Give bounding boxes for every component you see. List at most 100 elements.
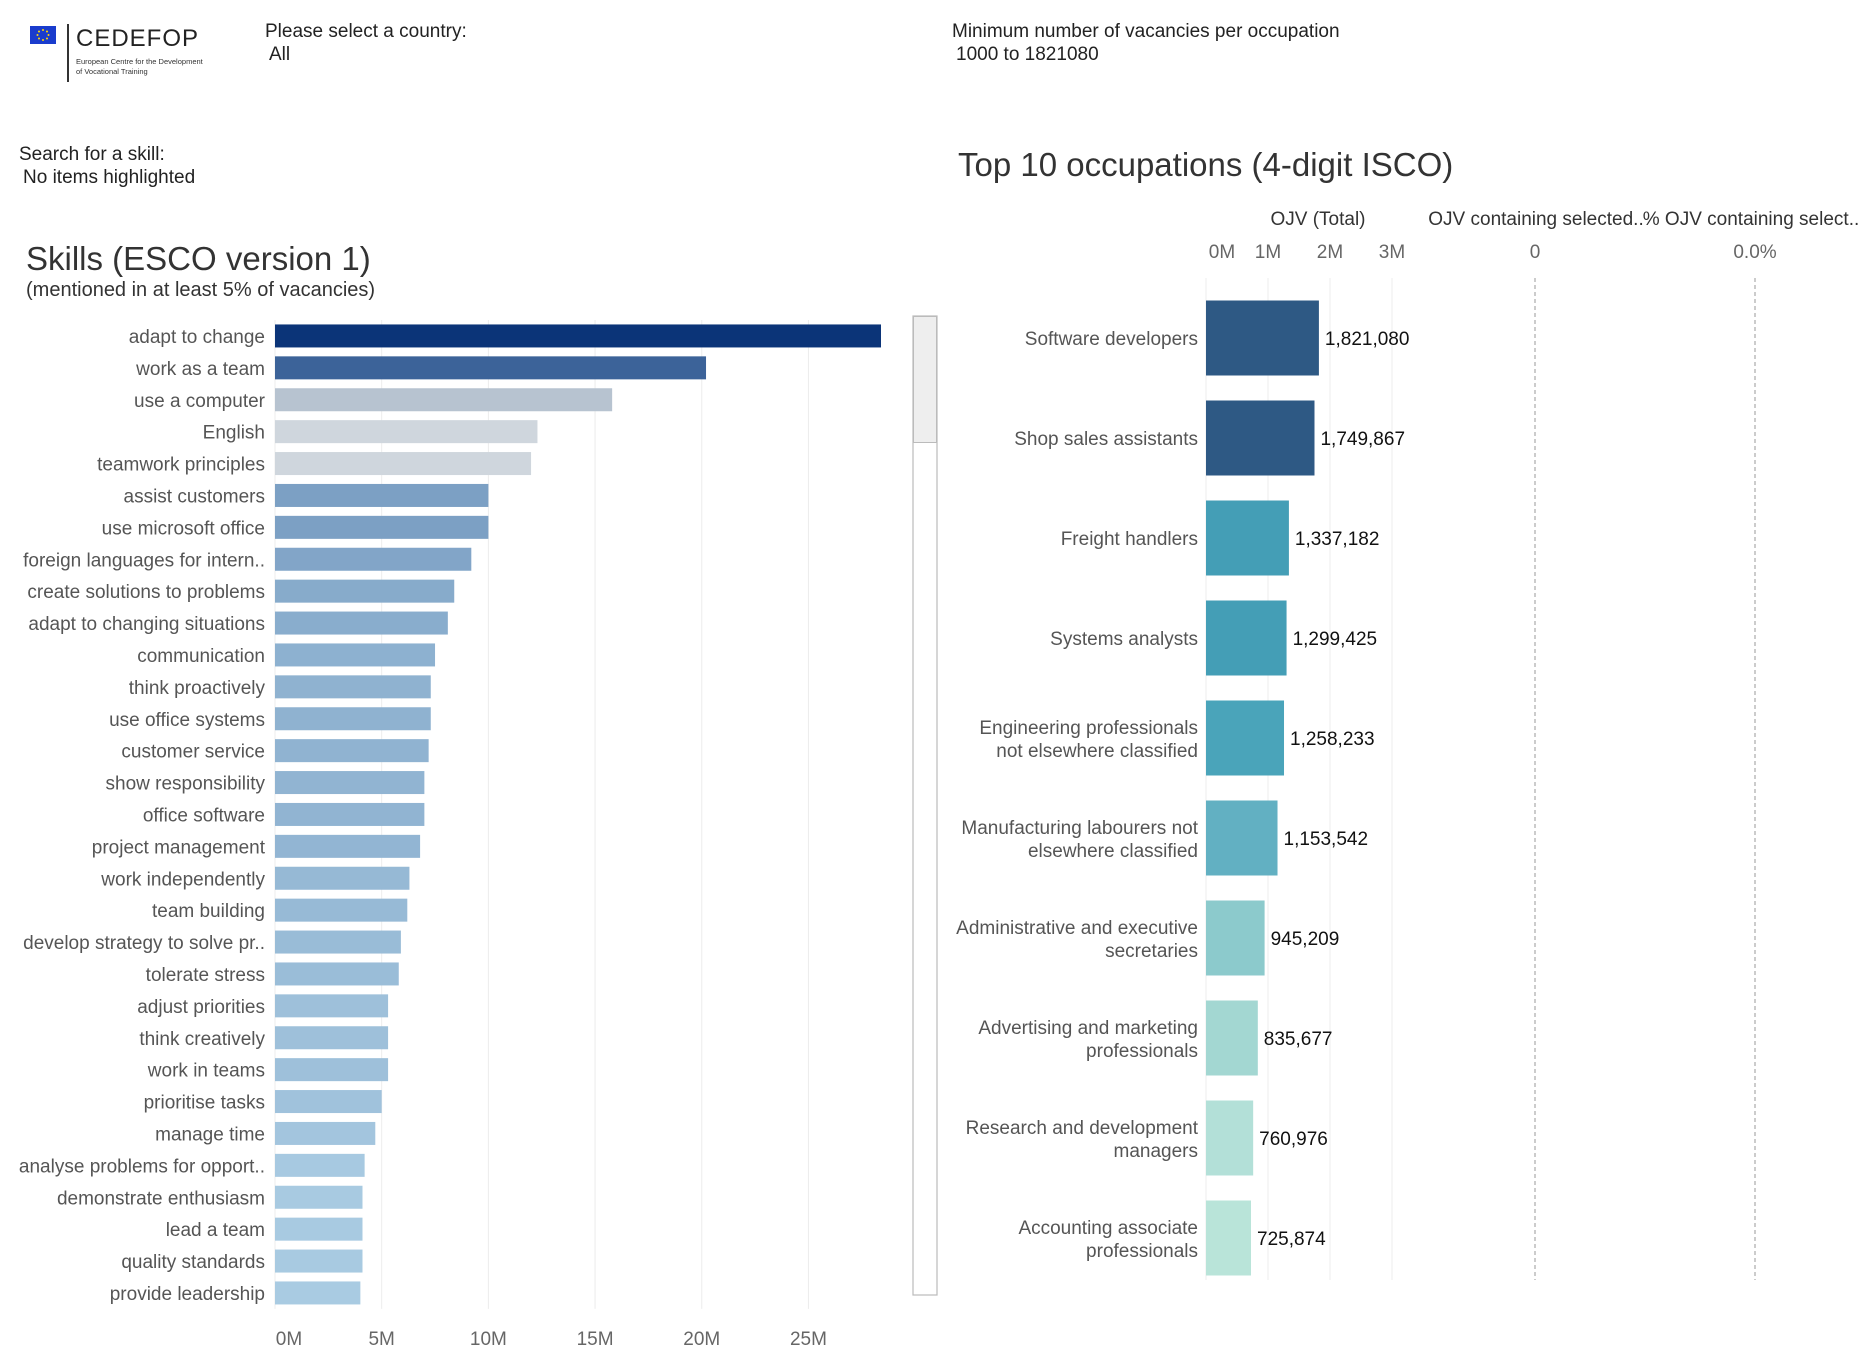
skills-bar-chart: adapt to change work as a team use a compu… [19,315,938,1350]
occupation-bar[interactable] [1206,900,1265,976]
skill-label: provide leadership [110,1284,265,1305]
skill-label: team building [152,901,265,922]
skill-bar[interactable] [275,898,408,922]
skill-bar[interactable] [275,356,707,380]
skill-bar[interactable] [275,994,389,1018]
skill-bar[interactable] [275,866,410,890]
occupation-label: Administrative and executive [956,918,1198,939]
skill-bar[interactable] [275,420,538,444]
skill-bar[interactable] [275,1090,382,1114]
occupation-value-label: 945,209 [1271,929,1340,950]
skill-label: develop strategy to solve pr.. [23,933,265,954]
skills-x-tick: 15M [577,1329,614,1350]
skill-label: teamwork principles [97,455,265,476]
skill-label: demonstrate enthusiasm [57,1188,265,1209]
pct-selected-tick: 0.0% [1733,242,1776,263]
skill-bar[interactable] [275,388,613,412]
skill-label: work independently [100,869,265,890]
skill-bar[interactable] [275,579,455,603]
skill-bar[interactable] [275,739,429,763]
skill-bar[interactable] [275,1185,363,1209]
skill-bar[interactable] [275,771,425,795]
occupation-bar[interactable] [1206,1200,1252,1276]
logo-tagline-1: European Centre for the Development [76,57,204,66]
skill-bar[interactable] [275,962,399,986]
occupation-label: Shop sales assistants [1014,429,1198,450]
occupation-label: Research and development [966,1118,1199,1139]
occupation-label: Systems analysts [1050,629,1198,650]
skills-x-tick: 10M [470,1329,507,1350]
skills-scrollbar-thumb[interactable] [913,316,937,443]
occupation-bar[interactable] [1206,1100,1254,1176]
skill-bar[interactable] [275,643,436,667]
occupation-label-line2: professionals [1086,1041,1198,1062]
skill-label: work in teams [147,1061,265,1082]
occupation-value-label: 1,749,867 [1320,429,1405,450]
logo-tagline-2: of Vocational Training [76,67,148,76]
skill-bar[interactable] [275,1281,361,1305]
skill-bar[interactable] [275,1217,363,1241]
skills-x-tick: 5M [368,1329,394,1350]
skill-bar[interactable] [275,611,448,635]
occupation-label: Engineering professionals [979,718,1198,739]
skill-bar[interactable] [275,1026,389,1050]
skill-bar[interactable] [275,483,489,507]
skill-bar[interactable] [275,1058,389,1082]
occupation-bar[interactable] [1206,400,1315,476]
occupation-value-label: 725,874 [1257,1229,1326,1250]
occupation-label: Accounting associate [1018,1218,1198,1239]
occupation-value-label: 1,337,182 [1295,529,1380,550]
skill-bar[interactable] [275,707,431,731]
skill-bar[interactable] [275,547,472,571]
occupation-label: Manufacturing labourers not [961,818,1198,839]
occupations-bar-chart: OJV (Total) OJV containing selected..% OJ… [956,209,1860,1280]
skills-scrollbar-track[interactable] [912,315,938,1296]
occupation-value-label: 760,976 [1259,1129,1328,1150]
occupation-label-line2: elsewhere classified [1028,841,1198,862]
column-header-ojv-total: OJV (Total) [1270,209,1365,230]
skills-chart-subtitle: (mentioned in at least 5% of vacancies) [26,279,376,301]
skill-label: adjust priorities [137,997,265,1018]
skill-label: adapt to change [129,327,265,348]
skill-label: use a computer [134,391,266,412]
vacancies-filter-value[interactable]: 1000 to 1821080 [956,44,1099,65]
occupations-x-tick: 3M [1379,242,1405,263]
occupation-bar[interactable] [1206,1000,1258,1076]
column-header-ojv-selected: OJV containing selected.. [1428,209,1643,230]
skill-search[interactable]: Search for a skill: No items highlighted [19,143,195,189]
skill-bar[interactable] [275,675,431,699]
occupation-bar[interactable] [1206,700,1285,776]
country-filter[interactable]: Please select a country: All [265,20,467,66]
skill-bar[interactable] [275,515,489,539]
occupation-bar[interactable] [1206,800,1278,876]
skill-label: customer service [121,742,265,763]
skill-bar[interactable] [275,930,401,954]
skill-label: lead a team [166,1220,265,1241]
skill-bar[interactable] [275,1249,363,1273]
skill-bar[interactable] [275,1121,376,1145]
skill-bar[interactable] [275,834,421,858]
skill-bar[interactable] [275,452,532,476]
skill-bar[interactable] [275,1153,365,1177]
country-filter-value[interactable]: All [269,44,291,65]
skill-label: think creatively [139,1029,265,1050]
skills-chart-title: Skills (ESCO version 1) [26,240,371,277]
occupations-x-tick: 0M [1209,242,1235,263]
column-header-pct-selected: % OJV containing select.. [1643,209,1860,230]
skill-label: assist customers [124,486,265,507]
skill-label: use microsoft office [102,518,265,539]
occupation-label: Freight handlers [1061,529,1198,550]
skill-label: work as a team [135,359,265,380]
occupation-label-line2: not elsewhere classified [996,741,1198,762]
skill-bar[interactable] [275,802,425,826]
skill-label: create solutions to problems [27,582,265,603]
vacancies-filter[interactable]: Minimum number of vacancies per occupati… [952,20,1340,66]
occupation-bar[interactable] [1206,500,1289,576]
occupation-label-line2: professionals [1086,1241,1198,1262]
skill-bar[interactable] [275,324,881,348]
occupation-bar[interactable] [1206,600,1287,676]
occupation-bar[interactable] [1206,300,1319,376]
skill-search-value[interactable]: No items highlighted [23,167,196,188]
skill-label: analyse problems for opport.. [19,1156,265,1177]
skills-x-tick: 0M [276,1329,302,1350]
